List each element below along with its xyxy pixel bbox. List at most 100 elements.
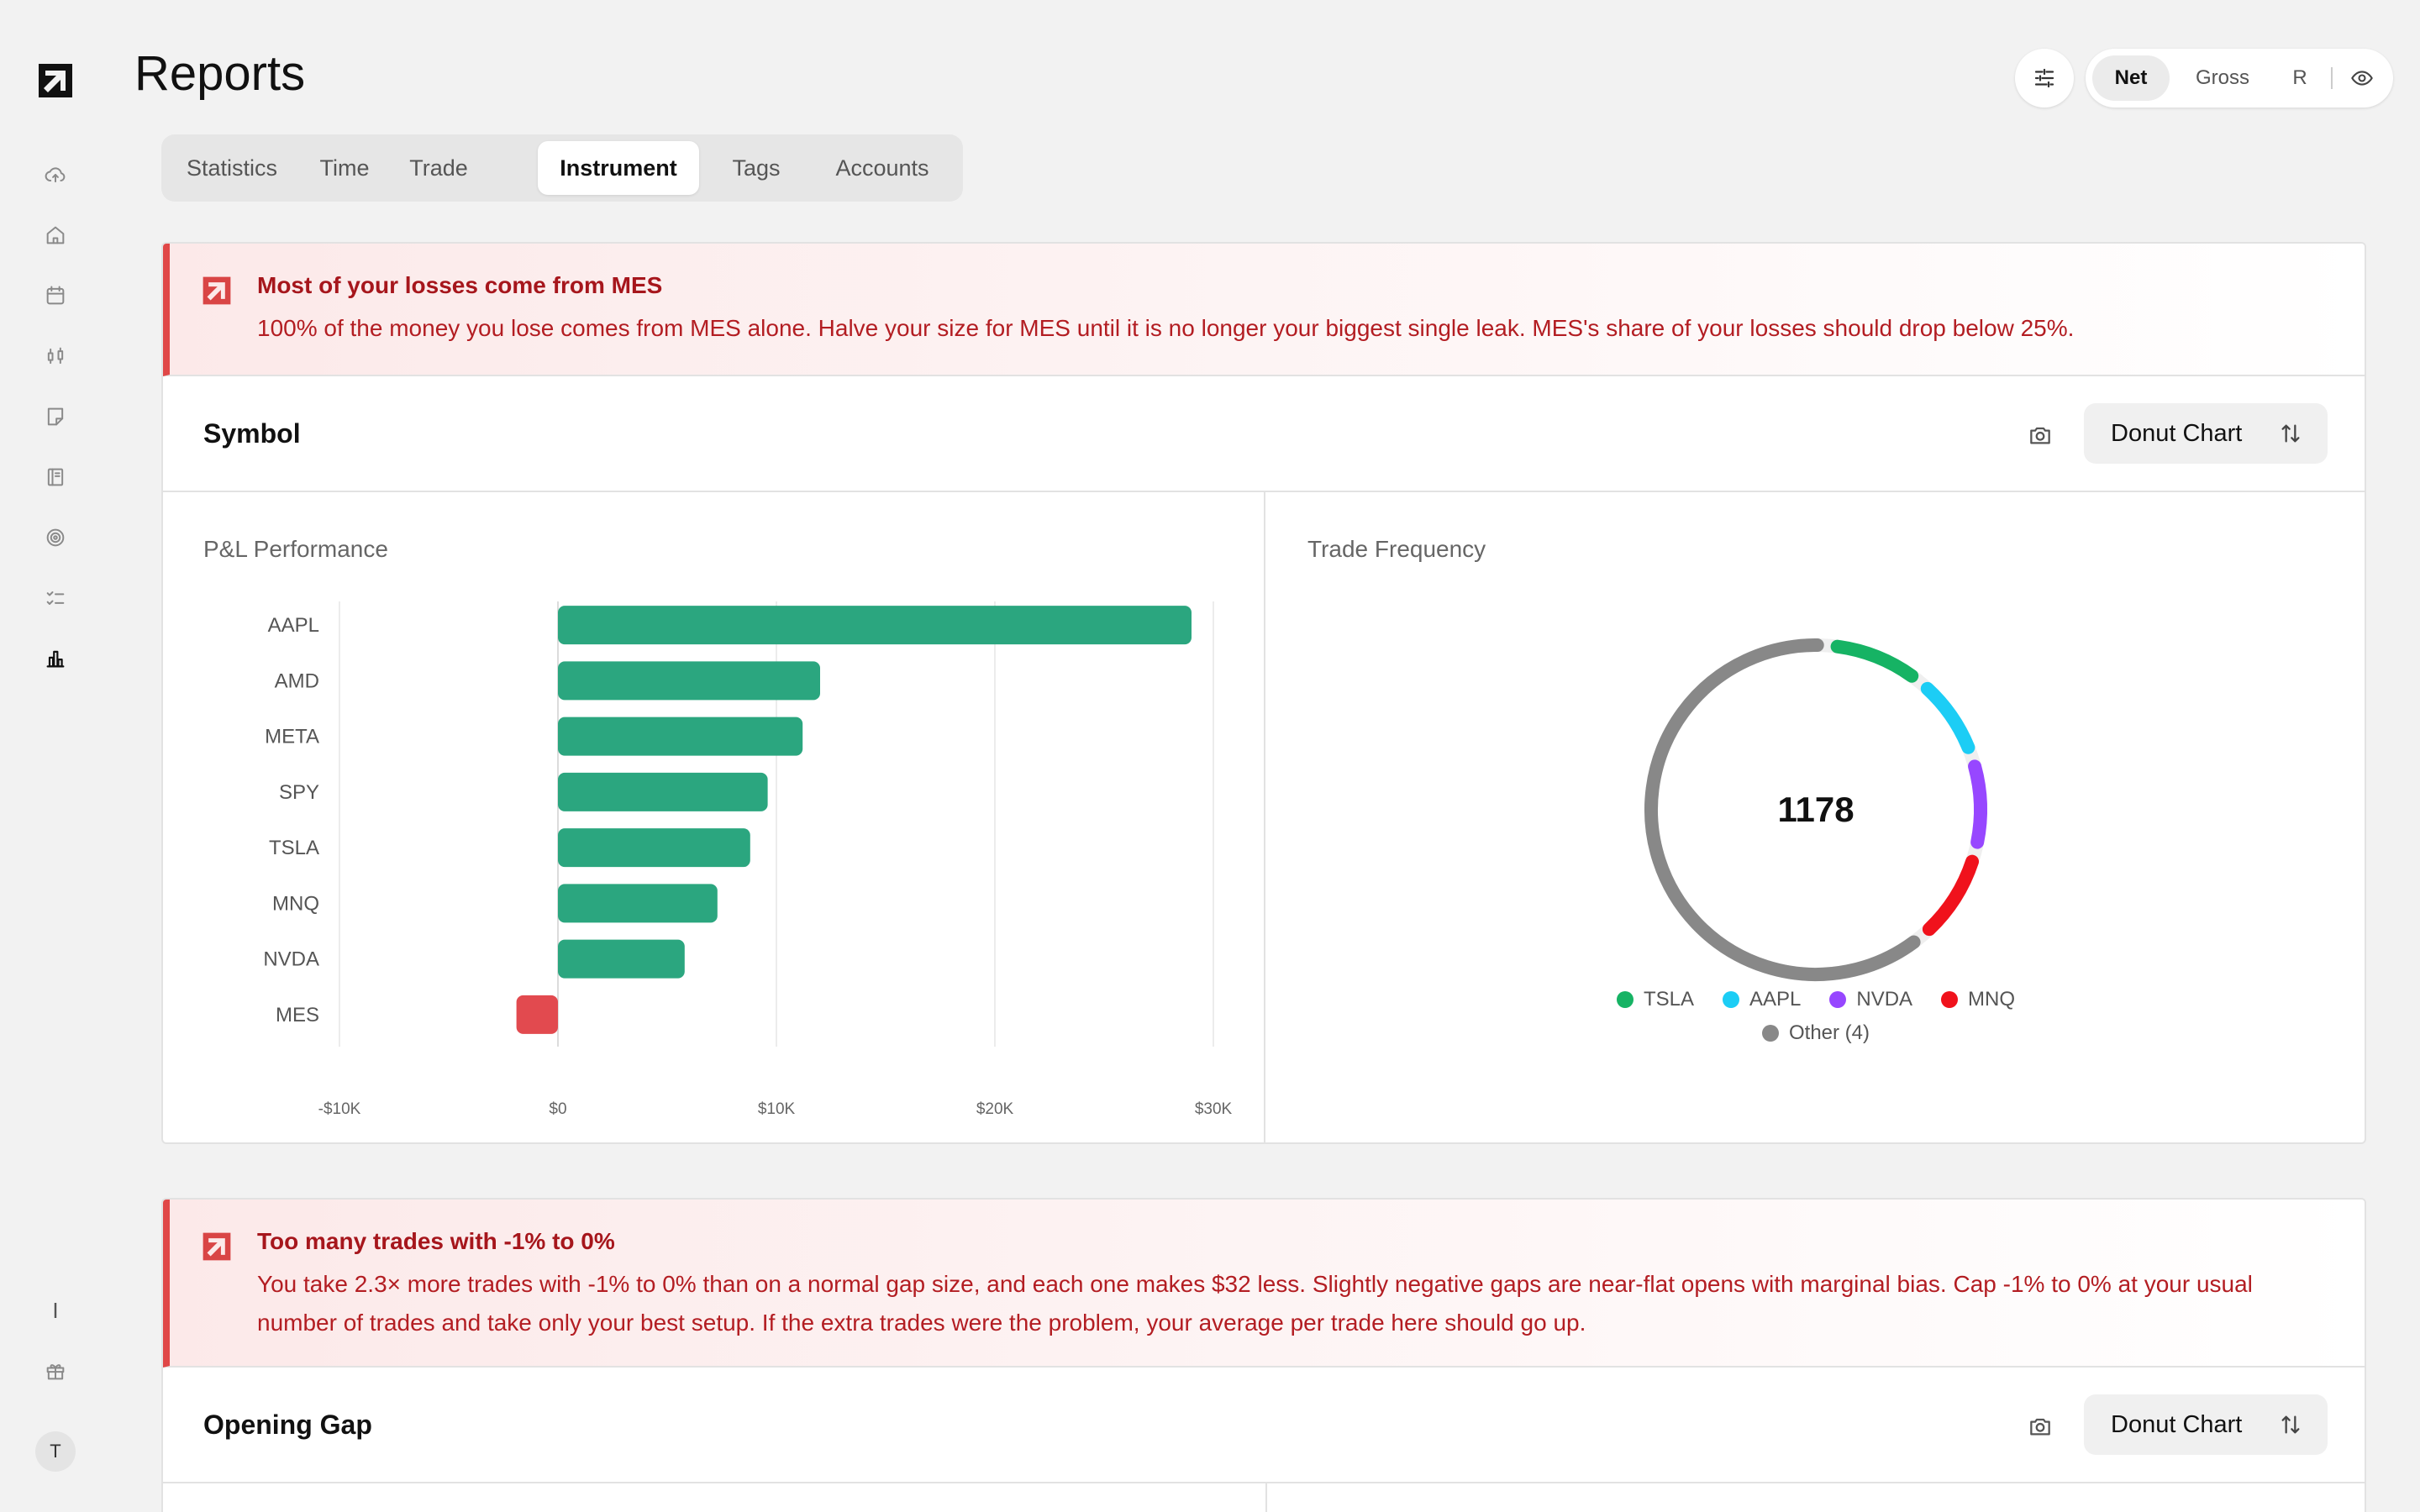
eye-icon[interactable] [2339,55,2385,101]
bar-amd [558,661,820,701]
chart-type-select[interactable]: Donut Chart [2084,403,2328,464]
insight-title: Too many trades with -1% to 0% [257,1228,615,1254]
insight-title: Most of your losses come from MES [257,272,663,298]
y-category-label: SPY [279,781,319,804]
legend-label: NVDA [1856,988,1913,1011]
section-header: Symbol Donut Chart [163,376,2365,492]
x-tick-label: $20K [976,1100,1014,1118]
legend-item-aapl: AAPL [1722,988,1802,1011]
bar-meta [558,717,803,756]
insight-banner: Most of your losses come from MES 100% o… [163,244,2365,376]
bar-tsla [558,828,750,868]
trade-frequency-panel: Trade Frequency 1178 TSLA AAPL NVDA MNQ … [1265,492,2365,1142]
insight-body: You take 2.3× more trades with -1% to 0%… [257,1271,2253,1336]
sort-arrows-icon [2281,424,2300,443]
mode-net-button[interactable]: Net [2092,55,2170,101]
legend-item-mnq: MNQ [1941,988,2015,1011]
donut-segment-aapl [1920,681,1975,754]
note-icon[interactable] [39,400,72,433]
camera-icon[interactable] [2023,1410,2057,1443]
legend-item-tsla: TSLA [1616,988,1694,1011]
avatar[interactable]: T [35,1431,76,1472]
camera-icon[interactable] [2023,418,2057,452]
chart-panels: P&L Performance -$10K $0 $10K $20K $30K AAPL A… [163,492,2365,1142]
opening-gap-section: Too many trades with -1% to 0% You take … [161,1198,2366,1512]
checklist-icon[interactable] [39,581,72,615]
x-tick-label: $30K [1195,1100,1233,1118]
sliders-icon [2034,68,2054,88]
filter-button[interactable] [2015,49,2074,108]
insight-body: 100% of the money you lose comes from ME… [257,315,2075,341]
bar-nvda [558,939,685,979]
legend-dot [1722,991,1739,1008]
trade-frequency-donut: 1178 [1644,638,1987,981]
bar-spy [558,772,768,811]
legend-label: MNQ [1968,988,2016,1011]
page-title: Reports [134,46,306,101]
bar-mes [516,995,558,1034]
home-icon[interactable] [39,218,72,252]
cloud-upload-icon[interactable] [39,158,72,192]
tab-accounts[interactable]: Accounts [835,155,929,181]
legend-dot [1616,991,1634,1008]
y-category-label: NVDA [263,948,319,971]
mode-r-button[interactable]: R [2292,66,2307,89]
sort-arrows-icon [2281,1415,2300,1434]
donut-legend-row-2: Other (4) [1265,1021,2365,1045]
legend-label: Other (4) [1788,1021,1870,1044]
insight-logo-icon [203,276,231,305]
legend-item-nvda: NVDA [1829,988,1912,1011]
tab-trade[interactable]: Trade [409,155,468,181]
tab-instrument[interactable]: Instrument [538,141,699,195]
bar-chart-icon[interactable] [39,642,72,675]
insight-logo-icon [203,1232,231,1261]
symbol-section: Most of your losses come from MES 100% o… [161,242,2366,1144]
y-category-label: MNQ [272,892,319,915]
gift-icon[interactable] [39,1354,72,1388]
bar-mnq [558,884,718,923]
notebook-icon[interactable] [39,460,72,494]
tab-time[interactable]: Time [319,155,370,181]
legend-label: TSLA [1643,988,1694,1011]
donut-segment-mnq [1922,854,1980,937]
legend-dot [1941,991,1959,1008]
y-category-label: META [265,726,319,748]
x-tick-label: $0 [549,1100,566,1118]
y-category-label: AAPL [268,614,319,637]
y-category-label: TSLA [269,837,319,859]
legend-item-other: Other (4) [1761,1021,1870,1045]
candlestick-icon[interactable] [39,339,72,373]
pnl-bar-chart: -$10K $0 $10K $20K $30K AAPL AMD META SPY TSLA MNQ… [263,601,1233,1118]
section-header: Opening Gap Donut Chart [163,1368,2365,1483]
chart-type-select[interactable]: Donut Chart [2084,1394,2328,1455]
x-tick-label: $10K [758,1100,796,1118]
pnl-mode-toggle: Net Gross R [2086,49,2393,108]
y-category-label: MES [276,1004,319,1026]
legend-dot [1829,991,1847,1008]
donut-segment-nvda [1968,759,1987,849]
tab-statistics[interactable]: Statistics [186,155,278,181]
chart-type-label: Donut Chart [2111,419,2243,447]
donut-center-total: 1178 [1777,790,1854,829]
donut-legend-row-1: TSLA AAPL NVDA MNQ [1265,988,2365,1011]
calendar-icon[interactable] [39,279,72,312]
panel-title: Trade Frequency [1307,536,1486,562]
pnl-performance-panel: P&L Performance -$10K $0 $10K $20K $30K AAPL A… [163,492,1265,1142]
section-title: Symbol [203,418,301,449]
panel-divider [1265,1483,1267,1512]
bar-aapl [558,606,1192,645]
app-logo[interactable] [37,62,74,99]
mode-gross-button[interactable]: Gross [2195,66,2249,89]
sidebar-divider-glyph: I [52,1297,59,1323]
y-category-label: AMD [275,669,319,692]
section-title: Opening Gap [203,1410,372,1440]
legend-label: AAPL [1749,988,1802,1011]
report-tabs: Statistics Time Trade Instrument Tags Ac… [161,134,963,202]
donut-segment-other-4 [1644,638,1921,981]
chart-type-label: Donut Chart [2111,1410,2243,1438]
insight-banner: Too many trades with -1% to 0% You take … [163,1200,2365,1368]
tab-tags[interactable]: Tags [732,155,781,181]
donut-segment-tsla [1830,639,1919,683]
target-icon[interactable] [39,521,72,554]
sidebar: I T [0,0,111,1512]
